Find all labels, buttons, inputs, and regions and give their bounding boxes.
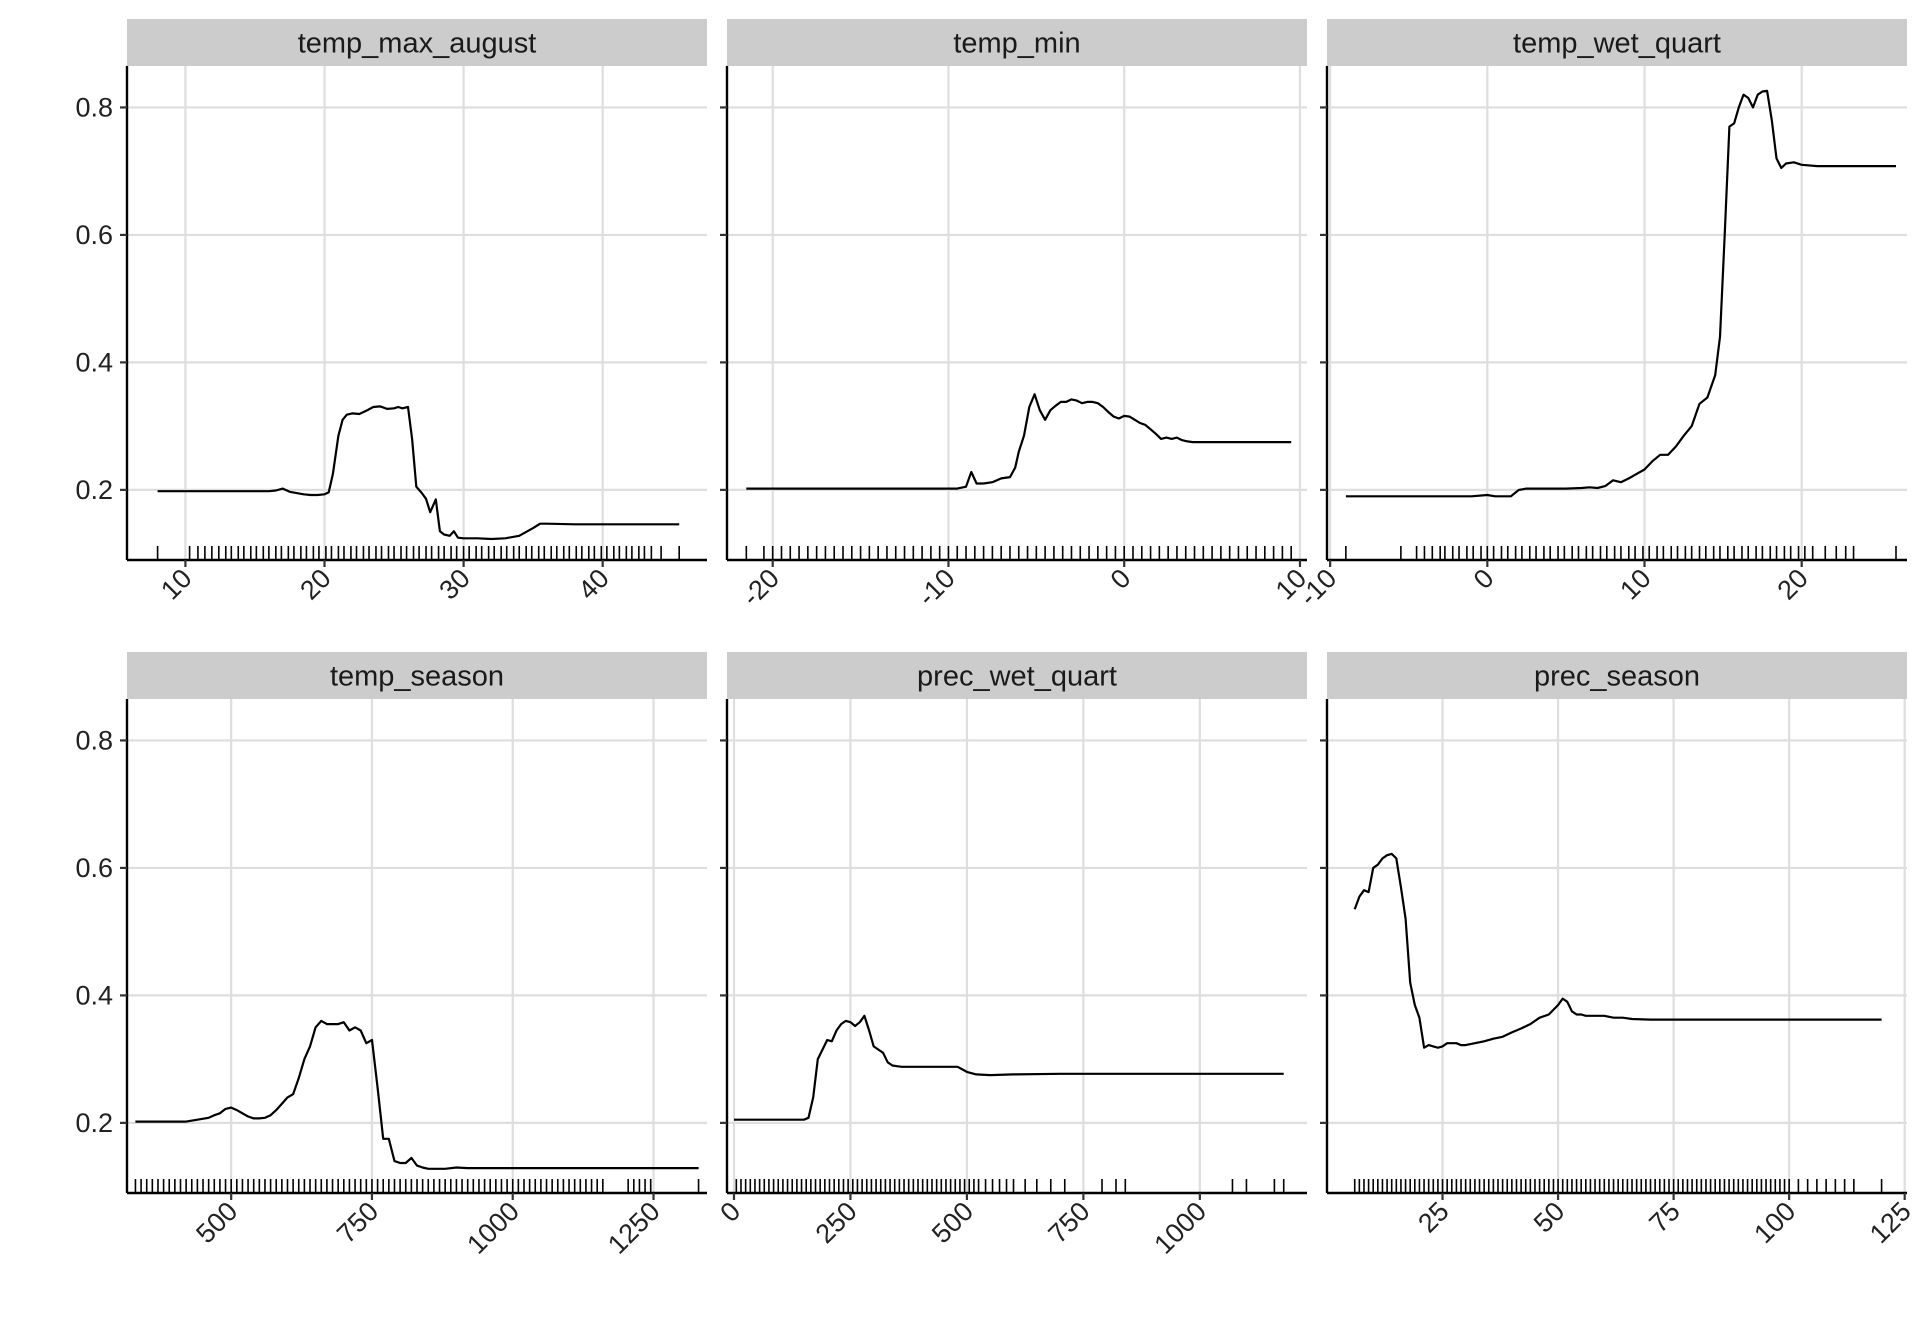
y-tick-label: 0.2 <box>75 1108 113 1138</box>
pdp-series-line <box>734 1014 1284 1121</box>
x-tick-label: 40 <box>572 563 614 605</box>
x-tick-label: 10 <box>155 563 197 605</box>
facet-strip <box>1327 652 1907 699</box>
x-tick-label: 50 <box>1528 1196 1570 1238</box>
x-tick-label: 10 <box>1614 563 1656 605</box>
x-tick-label: 30 <box>433 563 475 605</box>
x-tick-label: 125 <box>1864 1196 1917 1249</box>
y-tick-label: 0.4 <box>75 347 113 377</box>
x-tick-label: 0 <box>1105 563 1137 595</box>
facet-title: temp_season <box>330 661 504 693</box>
pdp-series-line <box>157 405 680 541</box>
facet-panel-4: prec_wet_quart 0 250 500 750 1000 <box>714 652 1307 1260</box>
x-tick-label: 500 <box>190 1196 243 1249</box>
x-tick-label: 75 <box>1643 1196 1685 1238</box>
x-tick-label: 1000 <box>461 1196 525 1260</box>
facet-strip <box>727 652 1307 699</box>
x-tick-label: 750 <box>1043 1196 1096 1249</box>
y-tick-label: 0.8 <box>75 725 113 755</box>
y-tick-label: 0.2 <box>75 475 113 505</box>
facet-panel-0: temp_max_august 0.2 0.4 0.6 0.8 10 20 30 40 <box>75 19 707 605</box>
x-tick-label: 20 <box>294 563 336 605</box>
x-tick-label: 100 <box>1748 1196 1801 1249</box>
facet-panel-1: temp_min-20 -10 0 10 <box>720 19 1312 612</box>
y-tick-label: 0.8 <box>75 92 113 122</box>
x-tick-label: 1000 <box>1148 1196 1212 1260</box>
y-tick-label: 0.6 <box>75 853 113 883</box>
x-tick-label: 750 <box>331 1196 384 1249</box>
facet-panel-5: prec_season 25 50 75 100 125 <box>1320 652 1917 1249</box>
facet-strip <box>727 19 1307 66</box>
facet-panel-3: temp_season 0.2 0.4 0.6 0.8 500 750 1000 1250 <box>75 652 707 1260</box>
facet-strip <box>127 652 707 699</box>
facet-title: prec_wet_quart <box>917 661 1117 693</box>
x-tick-label: -20 <box>736 563 785 612</box>
y-tick-label: 0.4 <box>75 980 113 1010</box>
x-tick-label: 1250 <box>602 1196 666 1260</box>
facet-strip <box>127 19 707 66</box>
x-tick-label: 250 <box>810 1196 863 1249</box>
x-tick-label: 0 <box>714 1196 746 1228</box>
facet-title: prec_season <box>1534 661 1700 693</box>
facet-title: temp_wet_quart <box>1513 28 1721 60</box>
pdp-series-line <box>1353 852 1882 1049</box>
x-tick-label: 0 <box>1468 563 1500 595</box>
x-tick-label: 20 <box>1771 563 1813 605</box>
y-tick-label: 0.6 <box>75 220 113 250</box>
pdp-series-line <box>135 1019 699 1170</box>
x-tick-label: -10 <box>1294 563 1343 612</box>
x-tick-label: 25 <box>1412 1196 1454 1238</box>
pdp-series-line <box>746 393 1292 490</box>
x-tick-label: 500 <box>926 1196 979 1249</box>
facet-panel-2: temp_wet_quart -10 0 10 20 <box>1294 19 1907 612</box>
facet-title: temp_max_august <box>298 28 537 60</box>
facet-title: temp_min <box>953 28 1080 60</box>
pdp-series-line <box>1345 89 1896 498</box>
facet-strip <box>1327 19 1907 66</box>
x-tick-label: -10 <box>912 563 961 612</box>
